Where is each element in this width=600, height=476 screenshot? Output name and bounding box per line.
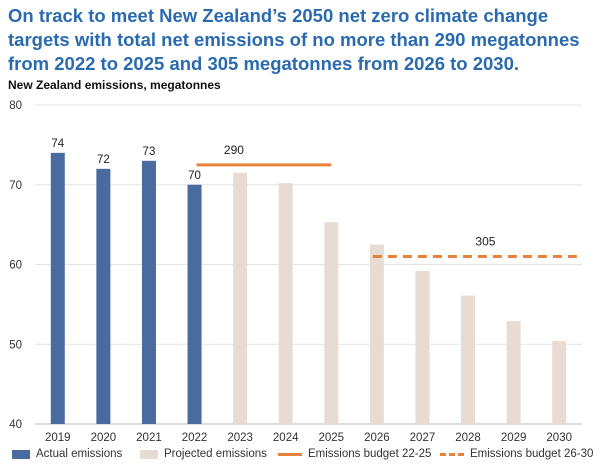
budget-label-26-30: 305: [475, 235, 495, 249]
x-tick-label-2021: 2021: [136, 432, 162, 444]
y-tick-label-80: 80: [9, 100, 22, 112]
bar-projected-2026: [369, 244, 384, 424]
legend-swatch-projected: [140, 449, 158, 459]
legend: Actual emissions Projected emissions Emi…: [0, 448, 600, 464]
legend-item-actual: Actual emissions: [12, 448, 122, 460]
bar-projected-2024: [278, 183, 293, 424]
bar-projected-2028: [461, 295, 476, 424]
legend-item-budget-22-25: Emissions budget 22-25: [278, 448, 431, 460]
bars: [50, 152, 567, 424]
x-tick-label-2020: 2020: [91, 432, 117, 444]
data-label-2021: 73: [143, 146, 156, 158]
legend-label-budget-22-25: Emissions budget 22-25: [308, 448, 432, 460]
chart-title: On track to meet New Zealand’s 2050 net …: [8, 5, 580, 74]
bar-projected-2023: [233, 172, 248, 424]
legend-item-projected: Projected emissions: [140, 448, 267, 460]
legend-swatch-budget-22-25: [278, 452, 302, 456]
x-tick-label-2023: 2023: [227, 432, 253, 444]
legend-swatch-budget-26-30: [440, 452, 464, 456]
bar-projected-2030: [552, 341, 567, 424]
x-tick-label-2029: 2029: [501, 432, 527, 444]
data-label-2019: 74: [51, 138, 64, 150]
x-tick-label-2026: 2026: [364, 432, 390, 444]
x-tick-label-2027: 2027: [410, 432, 436, 444]
legend-item-budget-26-30: Emissions budget 26-30: [440, 448, 593, 460]
data-labels: 74 72 73 70: [51, 138, 201, 182]
x-tick-label-2025: 2025: [318, 432, 344, 444]
x-tick-label-2019: 2019: [45, 432, 71, 444]
x-tick-label-2030: 2030: [546, 432, 572, 444]
legend-label-actual: Actual emissions: [36, 448, 123, 460]
y-tick-label-70: 70: [9, 180, 22, 192]
bar-projected-2027: [415, 270, 430, 424]
bar-actual-2020: [96, 168, 111, 424]
x-tick-label-2022: 2022: [182, 432, 208, 444]
legend-label-budget-26-30: Emissions budget 26-30: [470, 448, 594, 460]
bar-actual-2021: [141, 160, 156, 424]
y-tick-label-50: 50: [9, 339, 22, 351]
bar-projected-2025: [324, 222, 339, 424]
y-tick-label-40: 40: [9, 419, 22, 431]
y-tick-label-60: 60: [9, 260, 22, 272]
legend-swatch-actual: [12, 449, 30, 459]
legend-label-projected: Projected emissions: [164, 448, 267, 460]
grid-lines: [35, 104, 582, 425]
bar-actual-2019: [50, 152, 65, 424]
chart-subtitle: New Zealand emissions, megatonnes: [8, 78, 221, 92]
x-tick-label-2028: 2028: [455, 432, 481, 444]
x-tick-label-2024: 2024: [273, 432, 299, 444]
bar-projected-2029: [506, 321, 521, 424]
y-axis-ticks: 40 50 60 70 80: [9, 100, 22, 431]
x-axis-ticks: 2019 2020 2021 2022 2023 2024 2025 2026 2027 2028…: [45, 432, 572, 444]
bar-actual-2022: [187, 184, 202, 424]
data-label-2020: 72: [97, 154, 110, 166]
budget-label-22-25: 290: [224, 143, 244, 157]
budget-lines: 290 305: [196, 143, 582, 259]
data-label-2022: 70: [188, 170, 201, 182]
